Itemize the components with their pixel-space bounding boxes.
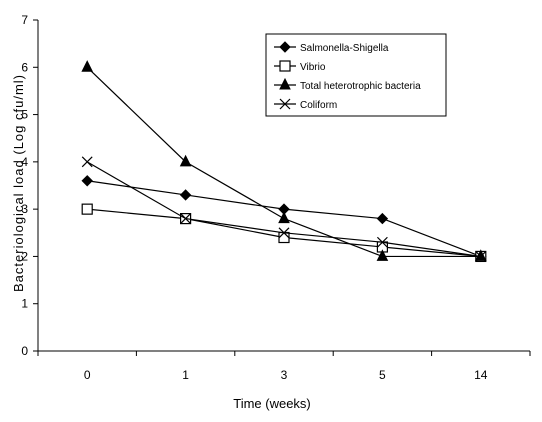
y-tick-label: 3 bbox=[21, 202, 28, 216]
legend-label: Vibrio bbox=[300, 62, 326, 73]
legend-marker bbox=[279, 60, 291, 72]
y-tick-label: 5 bbox=[21, 108, 28, 122]
data-point-coliform bbox=[278, 227, 290, 239]
x-marker-stroke bbox=[475, 251, 487, 262]
data-point-coliform bbox=[180, 213, 192, 225]
legend-item-vibrio: Vibrio bbox=[274, 60, 326, 73]
axes: 0 1 2 3 4 5 6 7 0 1 3 5 14 bbox=[21, 13, 531, 382]
legend-label: Salmonella-Shigella bbox=[300, 43, 389, 54]
x-marker-stroke bbox=[278, 227, 290, 239]
y-axis-title: Bacteriological load (Log cfu/ml) bbox=[11, 74, 26, 292]
y-tick-label: 6 bbox=[21, 60, 28, 74]
data-point-salmonella-shigella bbox=[81, 175, 93, 187]
y-tick-label: 7 bbox=[21, 13, 28, 27]
legend-marker bbox=[279, 77, 291, 90]
data-point-coliform bbox=[81, 156, 93, 168]
y-tick-label: 4 bbox=[21, 155, 28, 169]
x-marker-stroke bbox=[279, 98, 291, 110]
x-tick-label: 5 bbox=[379, 368, 386, 382]
series-coliform bbox=[81, 156, 487, 262]
x-tick-label: 0 bbox=[84, 368, 91, 382]
x-tick-label: 3 bbox=[281, 368, 288, 382]
data-point-total-heterotrophic-bacteria bbox=[474, 249, 487, 261]
legend: Salmonella-Shigella Vibrio Total heterotro… bbox=[265, 33, 447, 117]
data-point-total-heterotrophic-bacteria bbox=[81, 60, 94, 72]
data-point-salmonella-shigella bbox=[179, 189, 192, 201]
x-axis-title: Time (weeks) bbox=[233, 396, 311, 411]
legend-label: Total heterotrophic bacteria bbox=[300, 81, 421, 92]
data-point-salmonella-shigella bbox=[376, 212, 389, 225]
data-point-total-heterotrophic-bacteria bbox=[179, 154, 192, 167]
x-marker-stroke bbox=[81, 156, 93, 168]
legend-box bbox=[265, 33, 447, 117]
legend-marker bbox=[279, 98, 291, 110]
legend-marker bbox=[279, 41, 291, 53]
legend-item-salmonella-shigella: Salmonella-Shigella bbox=[274, 41, 389, 54]
data-point-coliform bbox=[376, 236, 388, 248]
y-tick-label: 1 bbox=[21, 297, 28, 311]
data-point-vibrio bbox=[278, 231, 290, 244]
series-total-heterotrophic-bacteria bbox=[81, 60, 487, 261]
legend-items: Salmonella-Shigella Vibrio Total heterotro… bbox=[274, 41, 421, 111]
data-point-total-heterotrophic-bacteria bbox=[278, 211, 290, 224]
x-tick-label: 14 bbox=[474, 368, 488, 382]
data-point-total-heterotrophic-bacteria bbox=[376, 249, 389, 261]
x-marker-stroke bbox=[180, 213, 192, 225]
y-tick-label: 0 bbox=[21, 344, 28, 358]
data-point-vibrio bbox=[81, 203, 93, 215]
legend-label: Coliform bbox=[300, 100, 337, 111]
data-point-coliform bbox=[475, 251, 487, 262]
legend-item-total-heterotrophic-bacteria: Total heterotrophic bacteria bbox=[274, 77, 421, 92]
series-layer bbox=[81, 60, 487, 263]
x-tick-label: 1 bbox=[182, 368, 189, 382]
legend-item-coliform: Coliform bbox=[274, 98, 337, 111]
y-tick-label: 2 bbox=[21, 249, 28, 263]
x-marker-stroke bbox=[376, 236, 388, 248]
